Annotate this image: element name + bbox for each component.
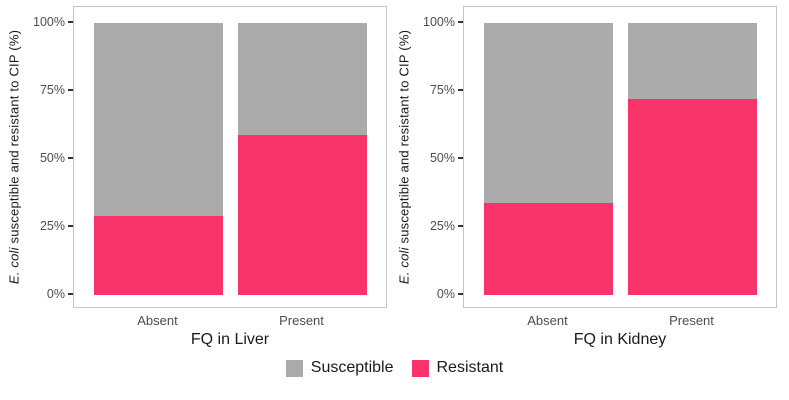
- bar-segment-susceptible: [484, 23, 613, 203]
- legend-label-susceptible: Susceptible: [310, 359, 394, 376]
- x-tick-label-absent: Absent: [137, 313, 178, 328]
- legend-item-resistant: Resistant: [411, 359, 504, 377]
- y-tick-mark: [68, 225, 73, 227]
- y-tick-mark: [458, 157, 463, 159]
- bar-segment-resistant: [238, 134, 367, 295]
- legend-swatch-susceptible-icon: [285, 359, 303, 377]
- y-tick-mark: [458, 89, 463, 91]
- bar-segment-resistant: [484, 202, 613, 295]
- y-tick-mark: [68, 293, 73, 295]
- y-tick-label: 75%: [429, 83, 455, 97]
- stacked-bar-present: [238, 23, 367, 295]
- legend-swatch-resistant-icon: [411, 359, 429, 377]
- legend-item-susceptible: Susceptible: [285, 359, 394, 377]
- legend-label-resistant: Resistant: [436, 359, 504, 376]
- y-axis-title-italic: E. coli: [6, 247, 22, 285]
- y-tick-mark: [458, 225, 463, 227]
- stacked-bar-absent: [94, 23, 223, 295]
- y-tick-label: 25%: [39, 219, 65, 233]
- bar-segment-resistant: [94, 216, 223, 295]
- x-tick-label-present: Present: [669, 313, 714, 328]
- y-axis-title-rest: susceptible and resistant to CIP (%): [396, 29, 412, 248]
- y-tick-label: 50%: [429, 151, 455, 165]
- bar-segment-susceptible: [238, 23, 367, 135]
- x-tick-label-present: Present: [279, 313, 324, 328]
- bar-segment-susceptible: [628, 23, 757, 100]
- stacked-bar-present: [628, 23, 757, 295]
- bar-segment-susceptible: [94, 23, 223, 217]
- x-axis-title-kidney: FQ in Kidney: [573, 331, 667, 348]
- y-tick-label: 25%: [429, 219, 455, 233]
- panel-fq-liver: E. coli susceptible and resistant to CIP…: [0, 0, 390, 356]
- stacked-bar-absent: [484, 23, 613, 295]
- plot-area-liver: [73, 6, 387, 308]
- y-tick-label: 100%: [423, 15, 455, 29]
- y-tick-label: 50%: [39, 151, 65, 165]
- y-axis-title-rest: susceptible and resistant to CIP (%): [6, 29, 22, 248]
- y-tick-mark: [68, 21, 73, 23]
- panel-fq-kidney: E. coli susceptible and resistant to CIP…: [390, 0, 780, 356]
- y-axis-title-italic: E. coli: [396, 247, 412, 285]
- legend: Susceptible Resistant: [0, 359, 789, 377]
- y-tick-mark: [68, 89, 73, 91]
- y-tick-mark: [458, 21, 463, 23]
- y-tick-label: 100%: [33, 15, 65, 29]
- plot-area-kidney: [463, 6, 777, 308]
- y-tick-label: 0%: [436, 287, 455, 301]
- bar-segment-resistant: [628, 99, 757, 295]
- y-tick-mark: [68, 157, 73, 159]
- y-tick-label: 75%: [39, 83, 65, 97]
- x-tick-label-absent: Absent: [527, 313, 568, 328]
- y-tick-label: 0%: [46, 287, 65, 301]
- x-axis-title-liver: FQ in Liver: [190, 331, 270, 348]
- y-tick-mark: [458, 293, 463, 295]
